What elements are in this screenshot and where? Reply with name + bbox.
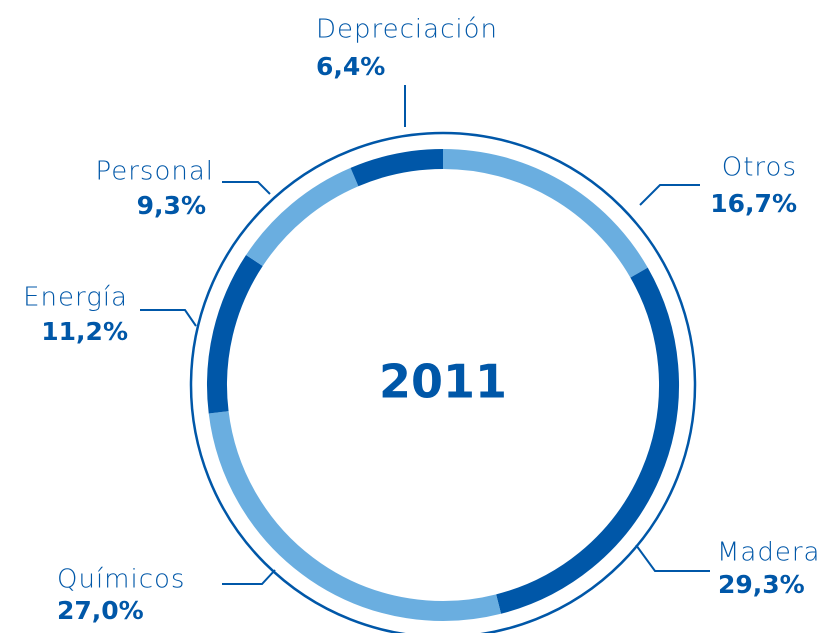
center-label: 2011: [379, 355, 507, 409]
slice-value: 16,7%: [710, 189, 797, 218]
slice-value: 11,2%: [41, 317, 128, 346]
leader-line: [222, 569, 276, 585]
outer-ring: [189, 131, 697, 633]
donut-slice: [207, 255, 263, 414]
donut-slice: [246, 167, 359, 267]
leader-line: [222, 181, 271, 195]
donut-slice: [442, 149, 648, 278]
slice-value: 9,3%: [137, 191, 206, 220]
donut-slice: [496, 267, 679, 614]
slice-name: Otros: [722, 153, 797, 183]
slice-value: 6,4%: [316, 52, 385, 81]
leader-line: [140, 309, 197, 327]
donut-slice: [208, 411, 502, 621]
slice-value: 29,3%: [718, 570, 805, 599]
slice-name: Químicos: [57, 565, 185, 595]
donut-slice: [350, 149, 444, 187]
slice-name: Personal: [95, 157, 214, 187]
slice-name: Madera: [717, 538, 821, 568]
slice-value: 27,0%: [57, 596, 144, 625]
slice-name: Depreciación: [316, 15, 498, 45]
leader-line: [639, 184, 700, 206]
leader-line: [635, 544, 710, 572]
slice-name: Energía: [23, 283, 128, 313]
